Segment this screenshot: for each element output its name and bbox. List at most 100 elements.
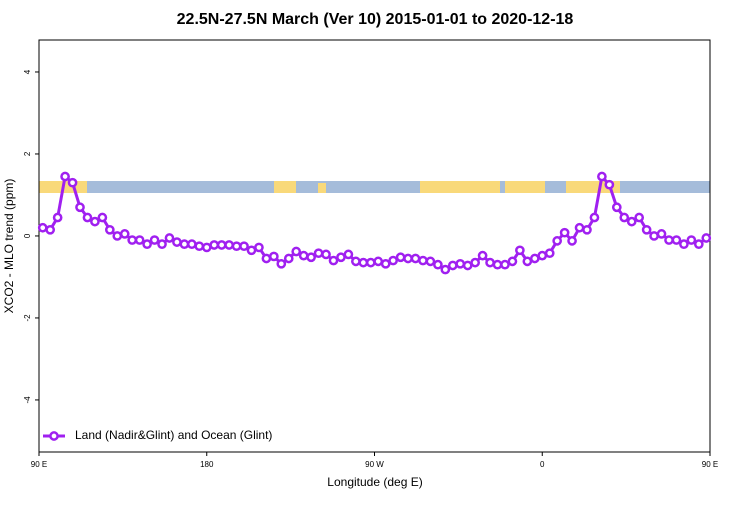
- data-point: [328, 255, 339, 266]
- data-point: [313, 248, 324, 259]
- data-point: [172, 237, 182, 247]
- land-mask: [39, 181, 710, 193]
- data-point: [522, 256, 533, 267]
- data-point: [582, 224, 592, 235]
- data-point: [589, 212, 600, 223]
- data-point: [104, 224, 115, 235]
- data-point: [686, 235, 697, 245]
- data-point: [52, 212, 63, 223]
- data-point: [82, 212, 93, 223]
- x-tick-label: 180: [200, 460, 214, 469]
- y-tick-label: 2: [23, 151, 32, 156]
- data-point: [410, 253, 421, 264]
- data-point: [671, 235, 682, 245]
- data-point: [693, 239, 704, 250]
- plot-frame: [38, 39, 711, 453]
- y-tick-label: 0: [23, 233, 32, 238]
- data-point: [239, 241, 249, 252]
- x-tick-label: 0: [540, 460, 545, 469]
- data-point: [45, 224, 56, 235]
- data-point: [611, 202, 622, 213]
- data-point: [529, 253, 540, 264]
- data-point: [447, 260, 458, 271]
- y-tick-label: 4: [23, 69, 32, 74]
- data-point: [112, 231, 123, 241]
- data-point: [269, 251, 279, 262]
- data-point: [306, 252, 316, 263]
- data-point: [500, 259, 510, 270]
- data-point: [283, 253, 294, 264]
- data-point: [619, 212, 630, 223]
- data-point: [418, 255, 428, 266]
- data-point: [604, 179, 615, 190]
- y-axis-label: XCO2 - MLO trend (ppm): [2, 179, 16, 314]
- data-point: [492, 259, 503, 270]
- data-point: [485, 257, 495, 268]
- data-point: [261, 253, 272, 264]
- data-point: [119, 229, 130, 239]
- data-point: [537, 250, 548, 261]
- data-point: [433, 259, 443, 270]
- data-point: [365, 257, 376, 268]
- data-point: [679, 239, 689, 250]
- x-tick-label: 90 E: [31, 460, 47, 469]
- data-point: [440, 264, 451, 275]
- data-point: [343, 249, 354, 260]
- data-point: [194, 241, 205, 252]
- data-point: [127, 235, 138, 245]
- data-point: [455, 258, 466, 269]
- data-point: [664, 235, 674, 245]
- data-point: [470, 257, 480, 268]
- data-point: [186, 239, 197, 250]
- data-point: [201, 242, 212, 253]
- data-point: [37, 222, 48, 233]
- data-point: [291, 246, 302, 257]
- data-point: [67, 177, 78, 188]
- data-point: [276, 258, 287, 269]
- data-point: [142, 239, 152, 250]
- data-point: [216, 240, 227, 250]
- data-point: [321, 249, 331, 260]
- data-point: [164, 233, 175, 243]
- data-point: [179, 239, 190, 250]
- data-point: [552, 236, 563, 246]
- legend-marker: [49, 431, 59, 441]
- data-point: [477, 250, 488, 261]
- data-point: [462, 260, 473, 271]
- data-point: [634, 212, 645, 223]
- data-point: [224, 240, 234, 250]
- data-point: [60, 171, 70, 182]
- legend-label: Land (Nadir&Glint) and Ocean (Glint): [75, 428, 272, 442]
- x-tick-label: 90 W: [365, 460, 384, 469]
- data-point: [90, 216, 100, 227]
- y-tick-label: -2: [23, 314, 32, 322]
- data-point: [157, 239, 167, 250]
- data-point: [507, 256, 518, 267]
- data-point: [559, 227, 570, 238]
- data-point: [515, 245, 525, 256]
- data-point: [649, 231, 659, 241]
- data-point: [134, 235, 145, 245]
- data-point: [351, 256, 361, 267]
- data-point: [149, 235, 160, 245]
- x-axis-label: Longitude (deg E): [327, 475, 422, 489]
- data-point: [231, 241, 242, 252]
- data-point: [380, 258, 391, 269]
- data-point: [97, 212, 108, 223]
- data-point: [395, 252, 406, 263]
- data-point: [574, 222, 585, 233]
- data-point: [597, 171, 607, 182]
- data-point: [626, 216, 637, 227]
- data-point: [373, 256, 384, 267]
- data-point: [388, 255, 398, 266]
- data-point: [358, 257, 369, 268]
- data-point: [567, 236, 577, 246]
- data-point: [246, 245, 257, 256]
- data-point: [209, 240, 220, 250]
- data-point: [544, 248, 555, 259]
- data-point: [254, 242, 264, 253]
- data-point: [641, 224, 652, 235]
- y-tick-label: -4: [23, 396, 32, 404]
- data-point: [656, 229, 667, 239]
